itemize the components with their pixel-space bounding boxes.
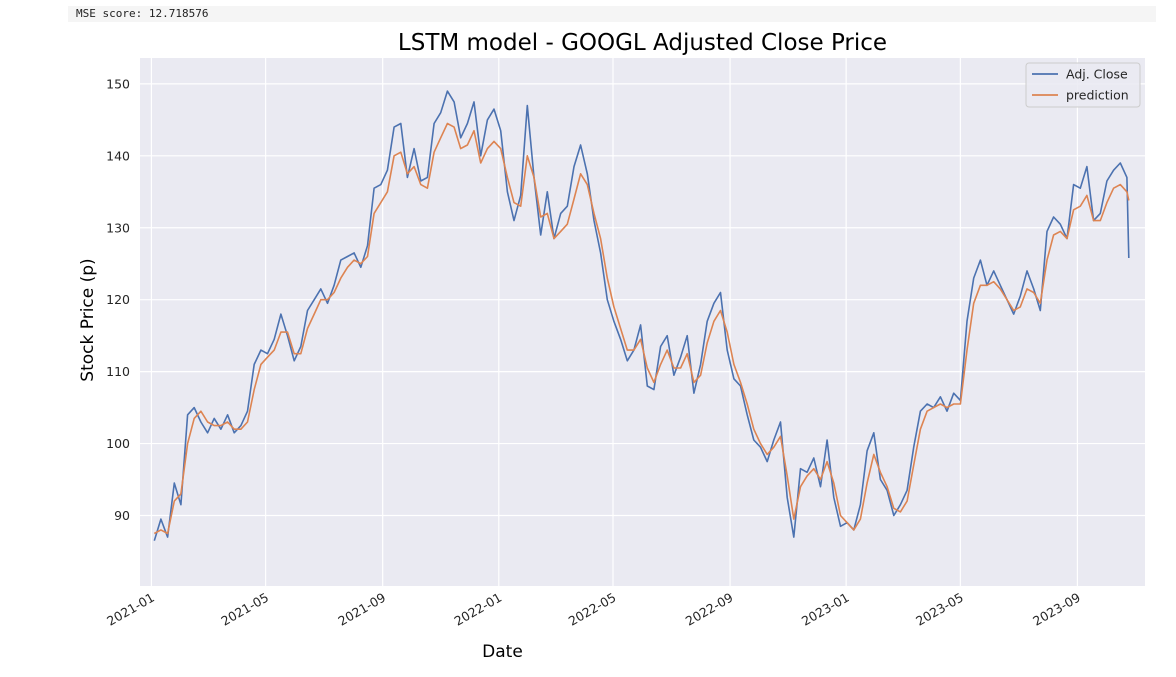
x-tick-label: 2022-01: [452, 590, 505, 629]
x-tick-label: 2022-05: [566, 590, 619, 629]
y-tick-label: 150: [106, 76, 130, 91]
mse-score-text: MSE score: 12.718576: [76, 7, 209, 20]
y-tick-label: 100: [106, 436, 130, 451]
x-tick-label: 2021-09: [335, 590, 388, 629]
x-tick-label: 2023-09: [1030, 590, 1083, 629]
x-tick-label: 2023-01: [799, 590, 852, 629]
x-tick-label: 2021-05: [218, 590, 271, 629]
y-tick-label: 90: [114, 508, 130, 523]
prediction-line: [153, 122, 1130, 535]
y-tick-label: 130: [106, 220, 130, 235]
y-tick-label: 120: [106, 292, 130, 307]
y-axis-label: Stock Price (p): [78, 258, 98, 381]
cell-output: MSE score: 12.718576: [68, 6, 1156, 22]
x-tick-label: 2021-01: [104, 590, 157, 629]
series-layer: [153, 90, 1130, 541]
y-tick-label: 140: [106, 148, 130, 163]
legend: Adj. Close prediction: [1025, 62, 1141, 108]
grid-lines: [140, 58, 1145, 586]
x-tick-label: 2023-05: [913, 590, 966, 629]
x-axis-label: Date: [482, 642, 523, 662]
chart-title: LSTM model - GOOGL Adjusted Close Price: [398, 30, 887, 56]
y-tick-label: 110: [106, 364, 130, 379]
x-tick-label: 2022-09: [683, 590, 736, 629]
x-axis-ticks: 2021-01 2021-05 2021-09 2022-01 2022-05 2022-…: [104, 590, 1083, 629]
y-axis-ticks: 90 100 110 120 130 140 150: [106, 76, 130, 523]
legend-label: prediction: [1066, 88, 1129, 103]
legend-label: Adj. Close: [1066, 67, 1128, 82]
plot-area: [140, 58, 1145, 586]
